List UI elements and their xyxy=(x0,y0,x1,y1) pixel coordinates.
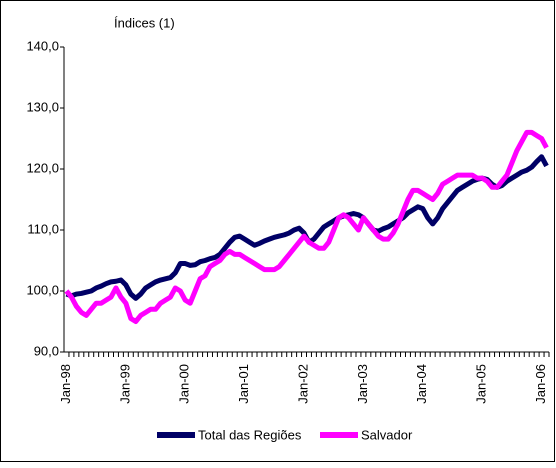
y-tick-label: 120,0 xyxy=(26,160,59,175)
legend-label: Salvador xyxy=(361,427,413,442)
x-tick-label: Jan-99 xyxy=(117,364,132,404)
x-tick-label: Jan-04 xyxy=(414,364,429,404)
series-line xyxy=(64,129,549,324)
x-tick-label: Jan-05 xyxy=(474,364,489,404)
legend-label: Total das Regiões xyxy=(198,427,302,442)
x-tick-label: Jan-98 xyxy=(58,364,73,404)
x-tick-label: Jan-03 xyxy=(355,364,370,404)
x-tick-label: Jan-02 xyxy=(295,364,310,404)
x-tick-label: Jan-06 xyxy=(533,364,548,404)
y-tick-label: 90,0 xyxy=(34,343,59,358)
y-tick-label: 100,0 xyxy=(26,282,59,297)
x-tick-label: Jan-01 xyxy=(236,364,251,404)
y-tick-label: 110,0 xyxy=(27,221,59,236)
y-tick-label: 130,0 xyxy=(26,99,59,114)
x-tick-label: Jan-00 xyxy=(177,364,192,404)
y-tick-label: 140,0 xyxy=(26,38,59,53)
chart-title: Índices (1) xyxy=(114,15,175,30)
